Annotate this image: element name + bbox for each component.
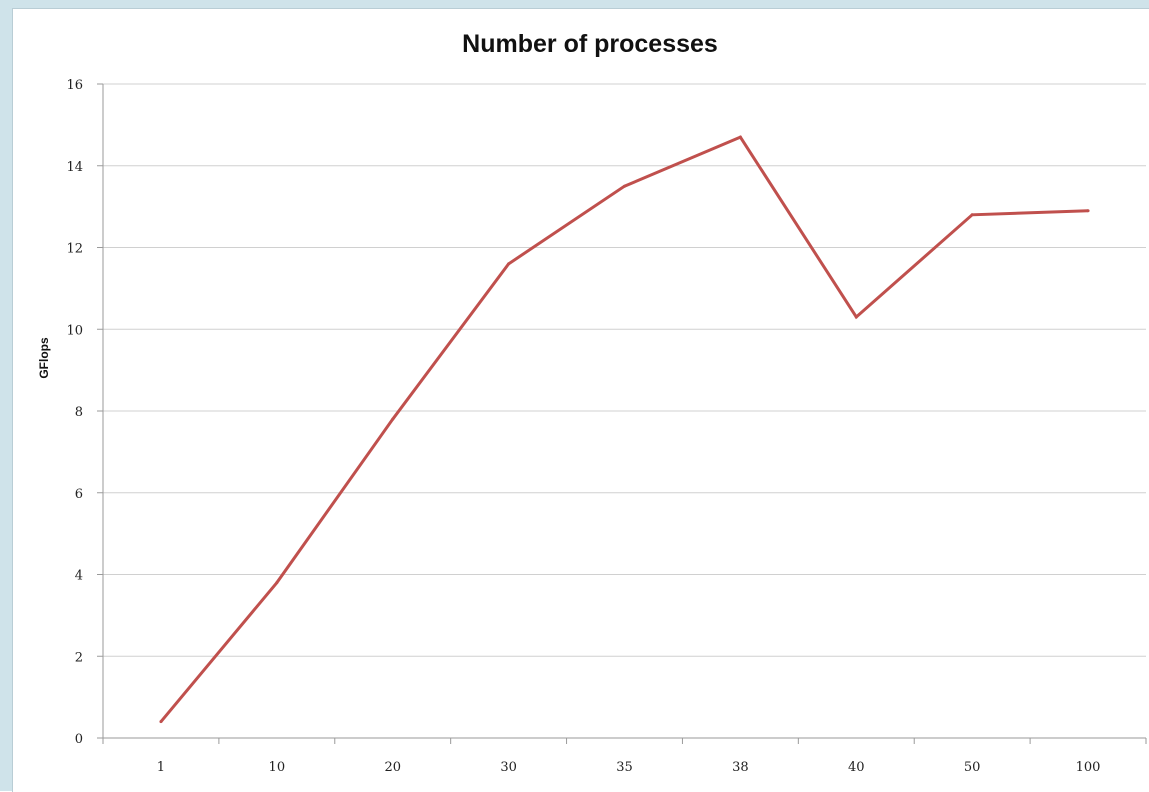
- x-tick-label: 35: [616, 760, 633, 775]
- y-tick-label: 14: [66, 160, 83, 175]
- y-tick-label: 4: [75, 569, 83, 584]
- data-point: [738, 135, 742, 139]
- data-point: [854, 315, 858, 319]
- y-tick-label: 12: [66, 242, 83, 257]
- data-point: [970, 213, 974, 217]
- data-point: [507, 262, 511, 266]
- x-tick-label: 30: [500, 760, 517, 775]
- data-point: [159, 720, 163, 724]
- series-line: [159, 135, 1089, 723]
- x-tick-labels: 1 10 20 30 35 38 40 50 100: [157, 760, 1101, 775]
- chart-panel: [12, 8, 1149, 792]
- x-tick-label: 38: [732, 760, 749, 775]
- x-tick-label: 50: [964, 760, 981, 775]
- y-tick-label: 6: [75, 487, 83, 502]
- chart-title: Number of processes: [462, 30, 718, 58]
- data-point: [623, 184, 626, 188]
- data-point: [391, 417, 395, 421]
- y-axis-label: GFlops: [37, 337, 51, 379]
- gridlines: [103, 83, 1146, 657]
- y-tick-label: 16: [66, 78, 83, 93]
- y-tick-label: 2: [75, 650, 83, 665]
- series-layer: [159, 135, 1090, 724]
- x-tick-label: 100: [1076, 760, 1101, 775]
- y-tick-label: 10: [66, 323, 83, 338]
- x-tick-label: 20: [384, 760, 401, 775]
- data-point: [275, 581, 279, 585]
- x-tick-label: 10: [269, 760, 286, 775]
- x-tick-label: 1: [157, 760, 165, 775]
- axes: [97, 83, 1147, 744]
- y-tick-label: 0: [75, 732, 83, 747]
- y-tick-labels: 0 2 4 6 8 10 12 14 16: [66, 78, 83, 747]
- data-point: [1086, 209, 1090, 213]
- x-tick-label: 40: [848, 760, 865, 775]
- y-tick-label: 8: [75, 405, 83, 420]
